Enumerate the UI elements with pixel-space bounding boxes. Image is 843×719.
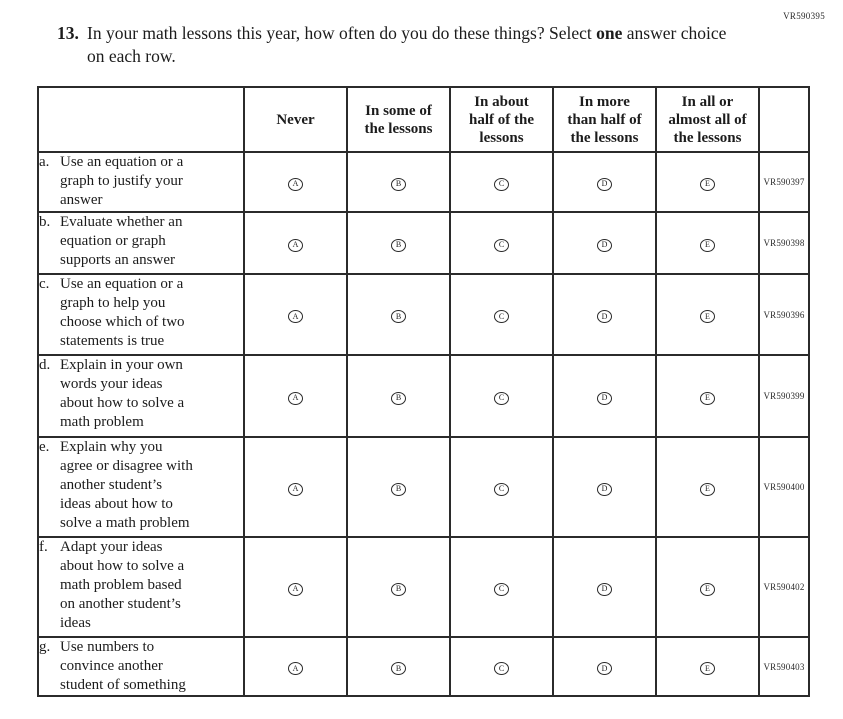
option-bubble-d[interactable]: D	[597, 391, 612, 405]
option-bubble-e[interactable]: E	[700, 662, 715, 675]
row-label-text: Explain why you agree or disagree with a…	[60, 439, 193, 531]
row-label-text: Explain in your own words your ideas abo…	[60, 357, 185, 430]
option-bubble-a[interactable]: A	[288, 177, 303, 191]
row-code: VR590402	[758, 536, 810, 638]
option-bubble-d[interactable]: D	[597, 177, 612, 191]
option-bubble-a[interactable]: A	[288, 310, 303, 323]
option-bubble-c[interactable]: C	[494, 582, 509, 596]
option-bubble-b[interactable]: B	[391, 310, 406, 323]
row-label-text: Use numbers to convince another student …	[60, 639, 186, 693]
row-letter: d.	[39, 357, 51, 373]
option-bubble-e[interactable]: E	[700, 582, 715, 596]
column-header-all: In all or almost all of the lessons	[655, 86, 760, 153]
row-label: c. Use an equation or a graph to help you…	[37, 273, 245, 356]
option-bubble-c[interactable]: C	[494, 238, 509, 252]
row-label: b. Evaluate whether an equation or graph …	[37, 211, 245, 275]
row-label-text: Use an equation or a graph to justify yo…	[60, 154, 184, 208]
row-label: g. Use numbers to convince another studen…	[37, 636, 245, 697]
row-code: VR590403	[758, 636, 810, 697]
option-bubble-a[interactable]: A	[288, 391, 303, 405]
row-label: d. Explain in your own words your ideas a…	[37, 354, 245, 438]
row-code: VR590400	[758, 436, 810, 538]
option-bubble-b[interactable]: B	[391, 391, 406, 405]
option-bubble-b[interactable]: B	[391, 238, 406, 252]
header-row: Never In some of the lessons In about ha…	[37, 86, 810, 153]
row-label-text: Evaluate whether an equation or graph su…	[60, 214, 183, 268]
header-empty-label-col	[37, 86, 245, 153]
option-bubble-c[interactable]: C	[494, 391, 509, 405]
option-bubble-b[interactable]: B	[391, 582, 406, 596]
question-bold-word: one	[596, 23, 623, 43]
row-letter: g.	[39, 639, 51, 655]
table-row: f. Adapt your ideas about how to solve a …	[37, 536, 810, 638]
table-row: e. Explain why you agree or disagree with…	[37, 436, 810, 538]
option-bubble-e[interactable]: E	[700, 482, 715, 496]
frequency-matrix-table: Never In some of the lessons In about ha…	[37, 86, 810, 697]
table-row: b. Evaluate whether an equation or graph …	[37, 211, 810, 275]
option-bubble-a[interactable]: A	[288, 238, 303, 252]
option-bubble-e[interactable]: E	[700, 238, 715, 252]
option-bubble-c[interactable]: C	[494, 482, 509, 496]
question-text-post: answer choice on each row.	[87, 23, 727, 66]
option-bubble-c[interactable]: C	[494, 310, 509, 323]
row-label: f. Adapt your ideas about how to solve a …	[37, 536, 245, 638]
option-bubble-b[interactable]: B	[391, 177, 406, 191]
row-letter: a.	[39, 154, 50, 170]
form-code-top-right: VR590395	[783, 11, 825, 21]
row-letter: f.	[39, 539, 48, 555]
option-bubble-c[interactable]: C	[494, 177, 509, 191]
row-code: VR590398	[758, 211, 810, 275]
row-label: e. Explain why you agree or disagree with…	[37, 436, 245, 538]
option-bubble-d[interactable]: D	[597, 482, 612, 496]
option-bubble-e[interactable]: E	[700, 391, 715, 405]
option-bubble-d[interactable]: D	[597, 238, 612, 252]
option-bubble-a[interactable]: A	[288, 662, 303, 675]
option-bubble-e[interactable]: E	[700, 310, 715, 323]
row-letter: c.	[39, 276, 50, 292]
table-row: g. Use numbers to convince another studen…	[37, 636, 810, 697]
row-label-text: Adapt your ideas about how to solve a ma…	[60, 539, 185, 631]
row-letter: b.	[39, 214, 51, 230]
option-bubble-a[interactable]: A	[288, 482, 303, 496]
row-code: VR590396	[758, 273, 810, 356]
option-bubble-d[interactable]: D	[597, 310, 612, 323]
option-bubble-c[interactable]: C	[494, 662, 509, 675]
row-letter: e.	[39, 439, 50, 455]
column-header-some: In some of the lessons	[346, 86, 451, 153]
question-text: In your math lessons this year, how ofte…	[87, 22, 728, 68]
column-header-about-half: In about half of the lessons	[449, 86, 554, 153]
option-bubble-a[interactable]: A	[288, 582, 303, 596]
row-label-text: Use an equation or a graph to help you c…	[60, 276, 185, 349]
header-empty-code-col	[758, 86, 810, 153]
option-bubble-b[interactable]: B	[391, 482, 406, 496]
question-block: 13. In your math lessons this year, how …	[38, 22, 728, 68]
option-bubble-d[interactable]: D	[597, 582, 612, 596]
row-code: VR590397	[758, 151, 810, 213]
row-label: a. Use an equation or a graph to justify …	[37, 151, 245, 213]
option-bubble-b[interactable]: B	[391, 662, 406, 675]
column-header-never: Never	[243, 86, 348, 153]
column-header-more-than-half: In more than half of the lessons	[552, 86, 657, 153]
table-row: c. Use an equation or a graph to help you…	[37, 273, 810, 356]
question-number: 13.	[57, 23, 79, 43]
question-text-pre: In your math lessons this year, how ofte…	[87, 23, 597, 43]
table-row: d. Explain in your own words your ideas a…	[37, 354, 810, 438]
row-code: VR590399	[758, 354, 810, 438]
option-bubble-e[interactable]: E	[700, 177, 715, 191]
option-bubble-d[interactable]: D	[597, 662, 612, 675]
table-row: a. Use an equation or a graph to justify …	[37, 151, 810, 213]
